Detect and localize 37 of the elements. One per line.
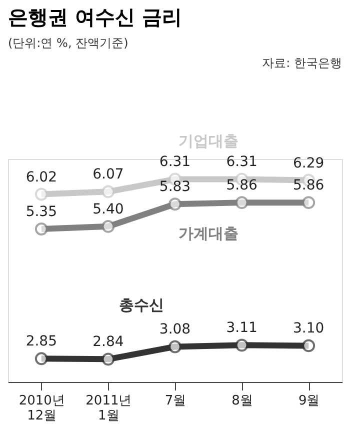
point <box>168 340 182 354</box>
data-label: 3.11 <box>226 320 258 336</box>
data-label: 5.40 <box>92 201 124 218</box>
data-label: 6.02 <box>26 169 57 186</box>
chart-subtitle: (단위:연 %, 잔액기준) <box>8 36 128 50</box>
text: 자료: 한국은행 <box>262 56 342 70</box>
point <box>34 352 48 366</box>
series-label: 총수신 <box>119 296 164 314</box>
data-label: 6.29 <box>293 155 324 172</box>
data-label: 2.85 <box>26 334 57 350</box>
data-label: 5.35 <box>26 204 57 220</box>
data-label: 6.31 <box>159 154 191 170</box>
point <box>302 196 316 210</box>
series-label: 가계대출 <box>178 224 238 242</box>
point <box>34 222 48 236</box>
point <box>102 352 115 366</box>
point <box>235 196 248 210</box>
data-label: 6.31 <box>226 154 258 170</box>
data-label: 5.86 <box>226 178 258 194</box>
data-label: 6.07 <box>92 166 124 183</box>
x-tick-label: 2011년 1월 <box>86 394 132 424</box>
point <box>235 338 248 352</box>
data-label: 3.10 <box>293 320 324 337</box>
x-tick-label: 2010년 12월 <box>18 394 65 424</box>
data-label: 3.08 <box>159 322 191 338</box>
point <box>302 339 316 352</box>
point <box>168 198 182 211</box>
data-label: 2.84 <box>92 334 124 350</box>
point <box>34 188 48 201</box>
point <box>102 220 115 233</box>
x-tick-label: 7월 <box>164 394 186 408</box>
x-tick-label: 8월 <box>232 394 253 408</box>
data-label: 5.86 <box>293 178 324 194</box>
data-label: 5.83 <box>159 179 191 196</box>
chart-title: 은행권 여수신 금리 <box>8 5 182 29</box>
point <box>102 185 115 198</box>
x-tick-label: 9월 <box>298 394 320 408</box>
